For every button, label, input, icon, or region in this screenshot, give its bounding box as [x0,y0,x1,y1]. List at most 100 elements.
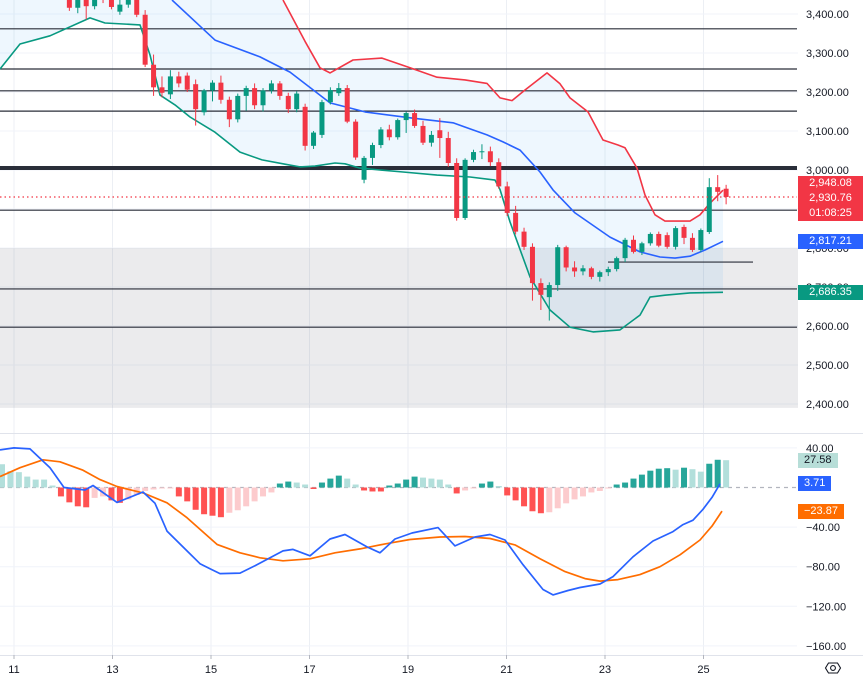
time-axis-label: 19 [402,664,414,676]
histogram-bar [672,469,679,488]
histogram-bar [108,487,115,501]
histogram-bar [15,472,22,488]
price-axis[interactable]: 3,400.00 3,300.00 3,200.00 3,100.00 3,000.00… [806,9,849,411]
price-axis-label: 2,400.00 [806,399,849,411]
candle-body [336,88,342,94]
bb-basis-price-text: 2,817.21 [809,234,852,247]
candle-body [66,0,72,8]
histogram-bar [411,476,418,488]
histogram-bar [318,482,325,488]
histogram-bar [478,483,485,488]
candle-body [218,82,224,100]
histogram-bar [116,487,123,503]
pane-settings-icon[interactable] [824,659,842,677]
time-axis-label: 17 [303,664,315,676]
histogram-bar [369,487,376,492]
candle-body [344,88,350,122]
candle-body [614,258,620,270]
histogram-bar [664,468,671,488]
candle-body [201,90,207,113]
time-axis[interactable]: 11 13 15 17 19 21 23 25 [8,655,710,676]
macd-signal-value-text: −23.87 [804,504,838,517]
candle-body [504,186,510,213]
price-axis-label: 3,200.00 [806,87,849,99]
histogram-bar [394,483,401,488]
candle-body [715,187,721,192]
candle-body [555,247,561,286]
histogram-bar [647,470,654,488]
candle-body [369,145,375,158]
histogram-bar [386,485,393,488]
candle-body [420,125,426,143]
histogram-bar [91,487,98,498]
candle-body [631,239,636,252]
histogram-bar [361,487,368,491]
candle-body [597,272,603,277]
candles [66,0,729,321]
histogram-bar [377,487,384,492]
histogram-bar [175,487,182,497]
candle-body [285,95,291,110]
candle-body [378,129,384,146]
histogram-bar [352,484,359,488]
candle-body [706,187,712,233]
bollinger-basis-line [171,0,724,259]
histogram-bar [453,487,460,494]
histogram-bar [521,487,528,507]
candle-body [529,246,535,284]
candle-body [479,151,485,153]
histogram-bar [529,487,536,512]
histogram-bar [436,479,443,488]
macd-axis-label: −80.00 [806,562,840,574]
candle-body [159,87,165,93]
candle-body [580,268,586,272]
histogram-bar [142,487,149,491]
histogram-bar [638,474,645,488]
candle-body [167,76,173,95]
candle-body [243,88,249,96]
candle-body [226,99,232,120]
macd-axis-label: 40.00 [806,443,834,455]
histogram-bar [697,471,704,488]
price-axis-label: 3,300.00 [806,48,849,60]
histogram-bar [537,487,544,514]
bollinger-upper-line [282,0,724,222]
histogram-bar [192,487,199,510]
candle-body [454,162,460,218]
macd-axis[interactable]: 40.00 −40.00 −80.00 −120.00 −160.00 [806,443,846,653]
candle-body [92,0,98,7]
candle-body [689,237,695,250]
candle-body [125,0,131,5]
histogram-bar [243,487,250,507]
candle-body [327,90,333,103]
histogram-bar [66,487,73,503]
price-pane [0,0,798,408]
price-axis-label: 2,600.00 [806,321,849,333]
histogram-bar [41,479,48,488]
candle-body [639,243,645,252]
histogram-bar [563,487,570,504]
candle-body [723,188,729,198]
histogram-bar [630,478,637,488]
price-axis-label: 3,100.00 [806,126,849,138]
histogram-bar [285,481,292,488]
histogram-bar [260,487,267,497]
drawn-horizontal-lines [0,28,797,328]
candle-body [437,130,443,139]
candle-body [235,95,241,120]
bar-countdown-text: 01:08:25 [809,207,852,219]
histogram-bar [596,487,603,491]
price-axis-label: 3,400.00 [806,9,849,21]
histogram-bar [74,487,81,507]
candle-body [656,233,662,246]
bb-lower-price-badge: 2,686.35 [798,284,863,300]
last-price-badge: 2,930.76 01:08:25 [798,191,863,221]
time-axis-label: 11 [8,664,19,676]
candle-body [210,82,215,91]
candle-body [193,84,199,110]
histogram-bar [605,487,612,489]
candle-body [302,106,308,146]
histogram-bar [613,484,620,488]
